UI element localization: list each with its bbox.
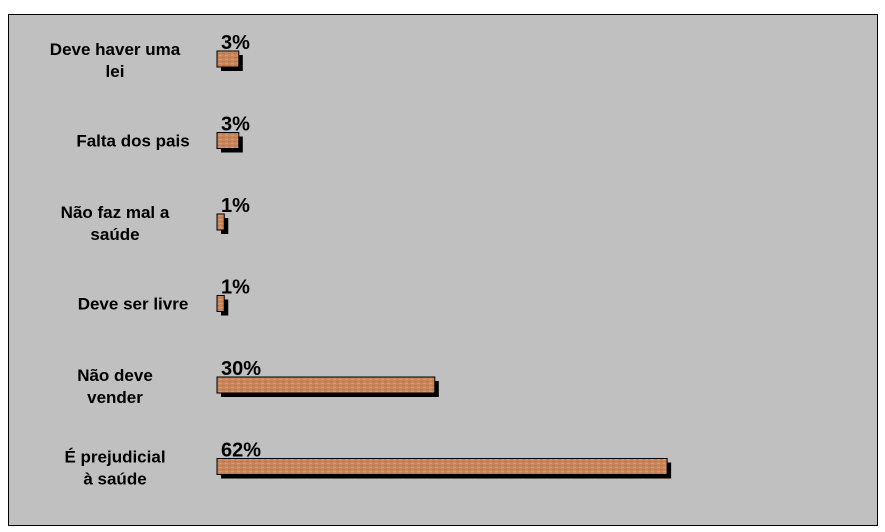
bar bbox=[216, 132, 240, 149]
value-labels: 3% 3% 1% 1% 30% 62% bbox=[221, 32, 261, 462]
value-label: 30% bbox=[221, 358, 261, 380]
category-label: Falta dos pais bbox=[76, 132, 189, 151]
value-label: 3% bbox=[221, 32, 250, 54]
category-label: É prejudicial à saúde bbox=[64, 448, 165, 489]
value-label: 62% bbox=[221, 440, 261, 462]
bars-layer bbox=[216, 50, 672, 479]
value-label: 1% bbox=[221, 195, 250, 217]
category-label: Deve haver uma lei bbox=[50, 40, 181, 81]
value-label: 1% bbox=[221, 277, 250, 299]
category-label: Não faz mal a saúde bbox=[61, 203, 170, 244]
category-label: Deve ser livre bbox=[78, 295, 189, 314]
bar bbox=[216, 295, 225, 312]
value-label: 3% bbox=[221, 114, 250, 136]
chart-frame bbox=[8, 14, 878, 526]
bar bbox=[216, 50, 240, 68]
bar bbox=[216, 213, 225, 231]
bar bbox=[216, 458, 668, 475]
category-label: Não deve vender bbox=[77, 366, 153, 407]
bar bbox=[216, 376, 436, 394]
category-labels: Deve haver uma lei Falta dos pais Não faz m… bbox=[50, 40, 190, 489]
